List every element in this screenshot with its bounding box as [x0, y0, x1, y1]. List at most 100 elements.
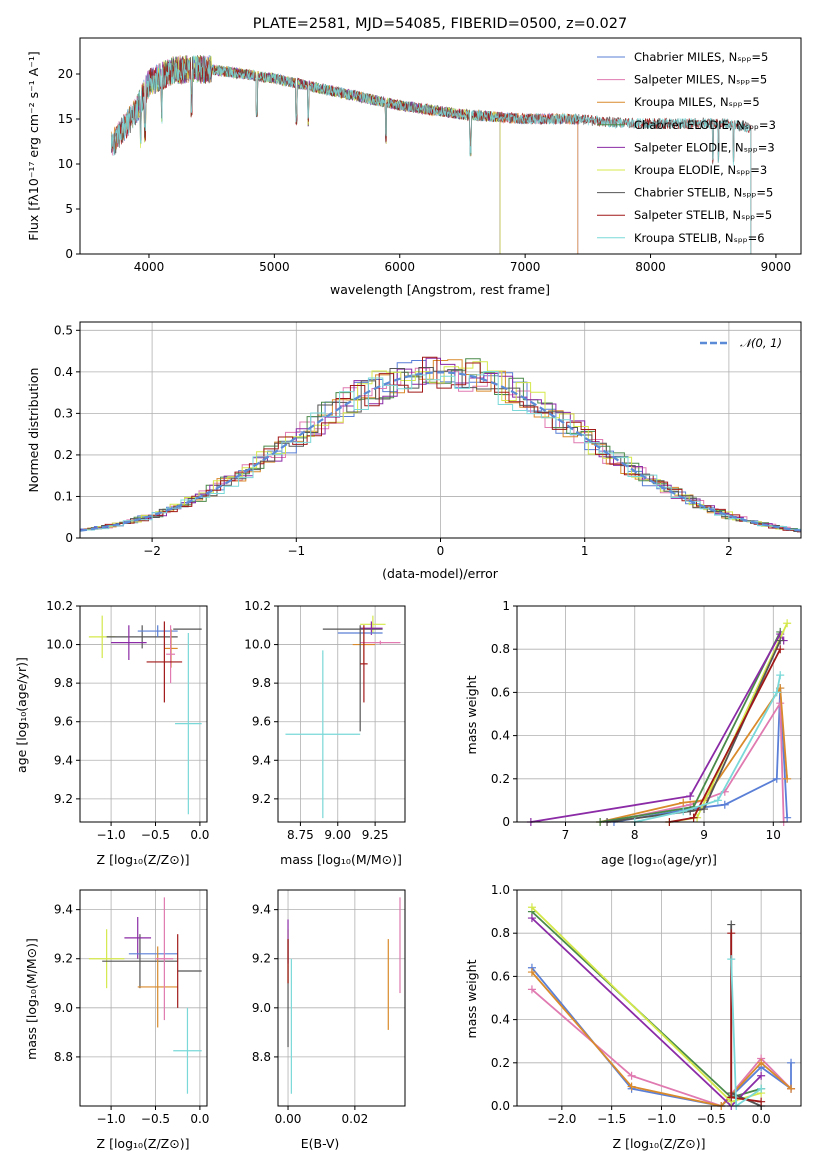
- mass-vs-ebv-ytick-label: 9.2: [252, 952, 271, 966]
- mass-weight-vs-age-xtick-label: 7: [562, 828, 570, 842]
- age-vs-mass-ytick-label: 9.8: [252, 676, 271, 690]
- residual-ticks: −2 −1 0 1 2 0 0.1 0.2 0.3 0.4 0.5: [54, 323, 733, 558]
- spectrum-ytick-label: 5: [65, 202, 73, 216]
- residual-histogram-series: [80, 357, 801, 530]
- mass-weight-vs-metallicity-point-marker: [527, 914, 536, 923]
- mass-weight-vs-metallicity-point-marker: [727, 929, 736, 938]
- age-vs-metallicity-ytick-label: 9.6: [54, 715, 73, 729]
- mass-weight-vs-metallicity-ytick-label: 0.0: [491, 1099, 510, 1113]
- residual-ytick-label: 0.5: [54, 323, 73, 337]
- age-vs-mass-axes-frame: [277, 605, 406, 823]
- mass-weight-vs-metallicity-xtick-label: −2.0: [547, 1112, 576, 1126]
- mass-weight-vs-age-ytick-label: 1: [502, 599, 510, 613]
- age-vs-mass-xtick-label: 8.75: [287, 828, 314, 842]
- spectrum-ytick-label: 0: [65, 247, 73, 261]
- mass-weight-vs-metallicity-point-marker: [527, 903, 536, 912]
- age-vs-metallicity-ylabel: age [log₁₀(age/yr)]: [14, 657, 29, 773]
- age-vs-mass-ytick-label: 9.4: [252, 753, 271, 767]
- age-vs-metallicity-xlabel: Z [log₁₀(Z/Z⊙)]: [97, 852, 190, 867]
- spectrum-xlabel: wavelength [Angstrom, rest frame]: [330, 282, 550, 297]
- mass-vs-ebv-ytick-label: 9.0: [252, 1001, 271, 1015]
- spectrum-lines: [110, 55, 752, 254]
- mass-weight-vs-age-series-line: [530, 632, 785, 823]
- age-vs-metallicity-ticks: −1.0 −0.5 0.0 9.2 9.4 9.6 9.8 10.0 10.2: [46, 599, 209, 842]
- mass-weight-vs-metallicity-point-marker: [757, 1058, 766, 1067]
- mass-vs-metallicity-ytick-label: 9.4: [54, 903, 73, 917]
- mass-weight-vs-age-point-marker: [776, 699, 785, 708]
- age-vs-mass-xtick-label: 9.25: [362, 828, 389, 842]
- mass-weight-vs-age-point-marker: [776, 636, 785, 645]
- residual-histogram-panel: −2 −1 0 1 2 0 0.1 0.2 0.3 0.4 0.5 (data-model)/err…: [26, 321, 802, 581]
- mass-weight-vs-metallicity-xtick-label: 0.0: [752, 1112, 771, 1126]
- mass-vs-metallicity-panel: Z [log₁₀(Z/Z⊙)] mass [log₁₀(M/M⊙)] −1.0−…: [24, 889, 209, 1151]
- residual-xtick-label: 2: [725, 544, 733, 558]
- age-vs-mass-panel: mass [log₁₀(M/M⊙)] 8.75 9.00 9.25 9.2 9.4 9.6…: [244, 599, 406, 867]
- mass-weight-vs-age-axes-frame: [516, 605, 802, 823]
- spectrum-legend-label: Chabrier ELODIE, Nₛₚₚ=3: [634, 118, 776, 132]
- age-vs-mass-ytick-label: 9.2: [252, 792, 271, 806]
- spectrum-legend-label: Chabrier STELIB, Nₛₚₚ=5: [634, 186, 773, 200]
- age-vs-metallicity-xtick-label: 0.0: [190, 828, 209, 842]
- mass-weight-vs-metallicity-point-marker: [627, 1082, 636, 1091]
- mass-weight-vs-metallicity-ylabel: mass weight: [464, 959, 479, 1038]
- age-vs-metallicity-ytick-label: 9.8: [54, 676, 73, 690]
- mass-vs-metallicity-ytick-label: 8.8: [54, 1050, 73, 1064]
- age-vs-metallicity-ytick-label: 9.2: [54, 792, 73, 806]
- mass-weight-vs-metallicity-ytick-label: 0.6: [491, 969, 510, 983]
- mass-weight-vs-metallicity-point-marker: [527, 968, 536, 977]
- age-vs-mass-marks: [285, 615, 401, 819]
- mass-vs-ebv-xtick-label: 0.02: [342, 1112, 369, 1126]
- mass-weight-vs-age-point-marker: [689, 813, 698, 822]
- mass-weight-vs-age-xtick-label: 9: [700, 828, 708, 842]
- age-vs-mass-ytick-label: 10.0: [244, 638, 271, 652]
- mass-weight-vs-age-point-marker: [713, 796, 722, 805]
- mass-weight-vs-age-point-marker: [720, 800, 729, 809]
- mass-weight-vs-age-point-marker: [783, 619, 792, 628]
- spectrum-legend-label: Kroupa MILES, Nₛₚₚ=5: [634, 95, 760, 109]
- age-vs-metallicity-axes-frame: [79, 605, 208, 823]
- mass-vs-ebv-ytick-label: 9.4: [252, 903, 271, 917]
- age-vs-metallicity-ytick-label: 10.0: [46, 638, 73, 652]
- mass-weight-vs-age-ytick-label: 0.8: [491, 642, 510, 656]
- spectrum-xtick-label: 6000: [384, 260, 415, 274]
- residual-xtick-label: −1: [287, 544, 305, 558]
- residual-ytick-label: 0.1: [54, 489, 73, 503]
- figure-title: PLATE=2581, MJD=54085, FIBERID=0500, z=0…: [253, 16, 627, 32]
- mass-weight-vs-metallicity-point-marker: [757, 1071, 766, 1080]
- mass-weight-vs-metallicity-ytick-label: 0.8: [491, 926, 510, 940]
- mass-vs-metallicity-marks: [88, 897, 202, 1094]
- mass-vs-ebv-ytick-label: 8.8: [252, 1050, 271, 1064]
- spectrum-ticks: 4000 5000 6000 7000 8000 9000 0 5 10 15 20: [58, 67, 791, 274]
- mass-weight-vs-metallicity-ytick-label: 0.4: [491, 1013, 510, 1027]
- mass-vs-ebv-ticks: 0.00 0.02 8.8 9.0 9.2 9.4: [252, 903, 368, 1126]
- mass-weight-vs-metallicity-point-marker: [527, 985, 536, 994]
- mass-weight-vs-age-point-marker: [776, 671, 785, 680]
- residual-xtick-label: 1: [581, 544, 589, 558]
- spectrum-legend: Chabrier MILES, Nₛₚₚ=5 Salpeter MILES, Nₛ…: [597, 50, 776, 245]
- spectrum-panel: 4000 5000 6000 7000 8000 9000 0 5 10 15 20 wavelen…: [26, 37, 802, 297]
- mass-weight-vs-age-ytick-label: 0: [502, 815, 510, 829]
- spectrum-legend-label: Salpeter STELIB, Nₛₚₚ=5: [634, 208, 772, 222]
- age-vs-mass-xlabel: mass [log₁₀(M/M⊙)]: [280, 852, 402, 867]
- spectrum-xtick-label: 5000: [259, 260, 290, 274]
- age-vs-metallicity-ytick-label: 9.4: [54, 753, 73, 767]
- mass-weight-vs-age-point-marker: [679, 807, 688, 816]
- mass-vs-ebv-marks: [287, 897, 401, 1094]
- residual-ytick-label: 0.2: [54, 448, 73, 462]
- age-vs-metallicity-panel: Z [log₁₀(Z/Z⊙)] age [log₁₀(age/yr)] −1.0…: [14, 599, 209, 867]
- mass-weight-vs-metallicity-ytick-label: 1.0: [491, 883, 510, 897]
- mass-weight-vs-age-point-marker: [679, 798, 688, 807]
- residual-xtick-label: −2: [143, 544, 161, 558]
- mass-weight-vs-metallicity-point-marker: [627, 1071, 636, 1080]
- mass-weight-vs-metallicity-panel: Z [log₁₀(Z/Z⊙)] mass weight −2.0 −1.5 −1.0…: [464, 883, 802, 1151]
- age-vs-metallicity-marks: [88, 615, 202, 815]
- age-vs-metallicity-xtick-label: −0.5: [141, 828, 170, 842]
- spectrum-xtick-label: 8000: [635, 260, 666, 274]
- mass-weight-vs-age-xlabel: age [log₁₀(age/yr)]: [601, 852, 717, 867]
- mass-weight-vs-age-ticks: 7 8 9 10 0 0.2 0.4 0.6 0.8 1: [491, 599, 781, 842]
- spectrum-legend-label: Kroupa ELODIE, Nₛₚₚ=3: [634, 163, 767, 177]
- residual-xtick-label: 0: [437, 544, 445, 558]
- spectrum-series-line: [110, 55, 752, 254]
- mass-vs-ebv-xlabel: E(B-V): [301, 1136, 340, 1151]
- mass-weight-vs-age-ytick-label: 0.6: [491, 685, 510, 699]
